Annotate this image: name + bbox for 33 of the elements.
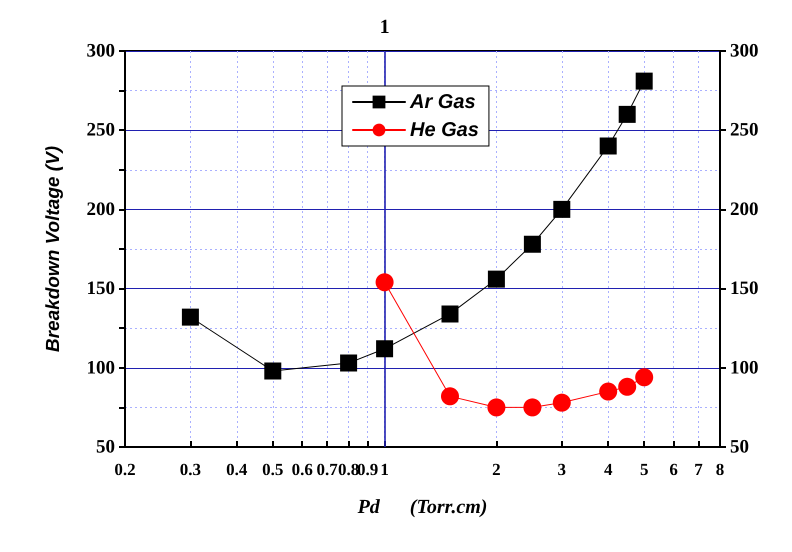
y-tick-label: 300: [86, 40, 115, 62]
y2-tick-label: 100: [730, 357, 758, 378]
x-tick-label: 0.2: [114, 460, 136, 479]
x-tick-label: 0.9: [356, 460, 378, 479]
x-tick-label: 0.3: [180, 460, 202, 479]
y2-tick-label: 200: [730, 198, 758, 220]
y-tick-label: 150: [86, 278, 115, 300]
x-tick-label: 8: [716, 460, 724, 479]
x-axis-title: Pd (Torr.cm): [356, 496, 488, 518]
y-tick-label: 50: [96, 436, 115, 458]
legend-label: Ar Gas: [409, 91, 476, 113]
x-tick-label: 0.4: [226, 460, 248, 479]
x-tick-label: 0.8: [338, 460, 360, 479]
x-tick-label: 0.5: [262, 460, 284, 479]
x-tick-label: 6: [669, 460, 678, 479]
y-axis-title: Breakdown Voltage (V): [43, 146, 64, 352]
x-tick-label: 0.7: [316, 460, 338, 479]
x-tick-label: 2: [492, 460, 501, 479]
y2-tick-label: 150: [730, 278, 758, 300]
x-tick-label: 7: [694, 460, 704, 479]
x-tick-label: 5: [640, 460, 648, 479]
x-tick-label: 4: [604, 460, 613, 479]
y-tick-label: 100: [86, 357, 115, 378]
x-tick-label: 3: [558, 460, 566, 479]
x-tick-label: 0.6: [292, 460, 313, 479]
ref-line-label: 1: [380, 16, 390, 38]
x-tick-label: 1: [380, 460, 389, 479]
y-tick-label: 250: [86, 120, 115, 141]
y-tick-label: 200: [86, 198, 115, 220]
legend-label: He Gas: [410, 119, 479, 141]
y2-tick-label: 250: [730, 120, 758, 141]
y2-tick-label: 50: [730, 436, 749, 458]
y2-tick-label: 300: [730, 40, 758, 62]
